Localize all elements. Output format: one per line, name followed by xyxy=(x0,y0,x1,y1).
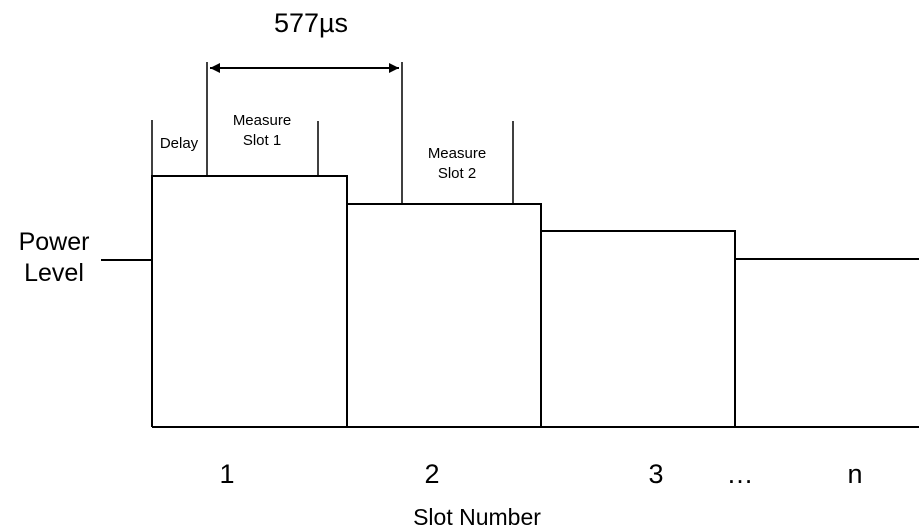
delay-label: Delay xyxy=(160,135,199,152)
slot-label-3: 3 xyxy=(648,459,663,489)
duration-label: 577µs xyxy=(274,8,348,38)
x-axis-label: Slot Number xyxy=(413,504,541,530)
power-level-label: Power xyxy=(19,228,90,256)
measure-slot-2-label: Measure xyxy=(428,145,486,162)
slot-power-steps xyxy=(151,175,919,427)
power-level-label-line2: Level xyxy=(24,259,84,287)
slot-label-ellipsis: … xyxy=(727,459,754,489)
measure-slot-1-label: Measure xyxy=(233,112,291,129)
measure-slot-2-label-line2: Slot 2 xyxy=(438,165,476,182)
slot-label-n: n xyxy=(847,459,862,489)
measure-slot-1-label-line2: Slot 1 xyxy=(243,132,281,149)
slot-label-1: 1 xyxy=(219,459,234,489)
slot-label-2: 2 xyxy=(424,459,439,489)
